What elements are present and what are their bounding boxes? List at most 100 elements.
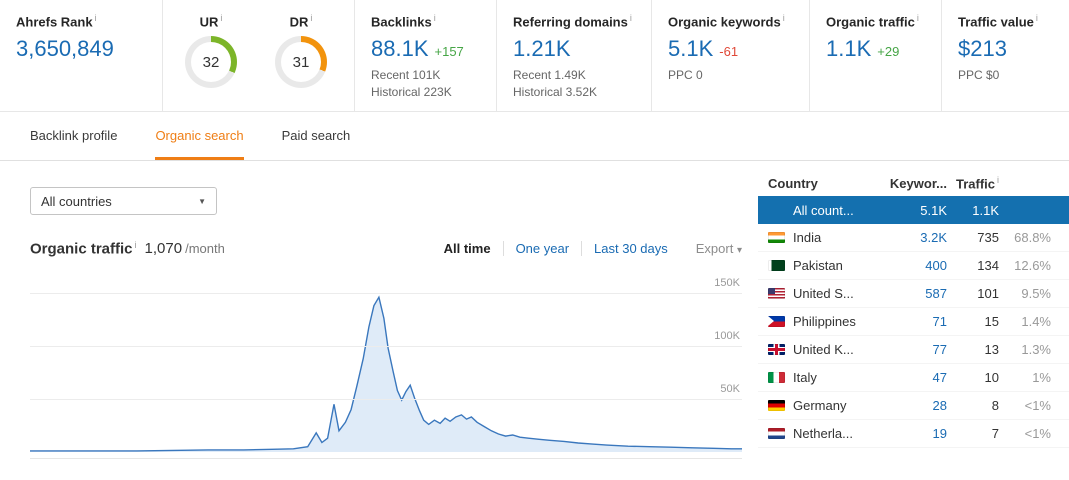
chart-title: Organic traffic — [30, 240, 133, 258]
header-country-label: Country — [768, 175, 818, 191]
metric-label: Organic keywords i — [668, 13, 793, 29]
country-cell: United K... — [768, 342, 885, 357]
table-row[interactable]: Netherla... 19 7 <1% — [758, 420, 1069, 448]
table-row[interactable]: Germany 28 8 <1% — [758, 392, 1069, 420]
country-name: Pakistan — [793, 258, 843, 273]
traffic-percent: 1% — [1032, 370, 1051, 385]
country-name: All count... — [793, 202, 854, 218]
country-name: India — [793, 230, 822, 245]
header-keywords[interactable]: Keywor... — [885, 176, 947, 191]
traffic-value: 101 — [977, 286, 999, 301]
keywords-value[interactable]: 77 — [932, 342, 947, 357]
traffic-value: 10 — [984, 370, 999, 385]
gridline — [30, 293, 742, 294]
info-icon: i — [1035, 13, 1038, 23]
traffic-value: 134 — [977, 258, 999, 273]
export-button[interactable]: Export ▾ — [696, 241, 742, 256]
traffic-percent: <1% — [1024, 426, 1051, 441]
metric-label: Ahrefs Rank i — [16, 13, 146, 29]
keywords-value: 5.1K — [920, 202, 947, 218]
dr-block: DR i 31 — [269, 13, 333, 111]
table-row[interactable]: United K... 77 13 1.3% — [758, 336, 1069, 364]
traffic-area — [30, 297, 742, 452]
info-icon: i — [997, 174, 999, 185]
organic-keywords-delta: -61 — [719, 44, 739, 60]
info-icon: i — [782, 13, 785, 23]
country-cell: Germany — [768, 398, 885, 413]
metric-referring-domains: Referring domains i 1.21K Recent 1.49K Hi… — [497, 0, 652, 111]
keywords-value[interactable]: 19 — [932, 426, 947, 441]
table-row[interactable]: Pakistan 400 134 12.6% — [758, 252, 1069, 280]
y-axis-tick-label: 150K — [714, 277, 740, 289]
info-icon: i — [433, 13, 436, 23]
traffic-percent: 12.6% — [1014, 258, 1051, 273]
backlinks-recent: Recent 101K — [371, 68, 441, 83]
metric-organic-traffic: Organic traffic i 1.1K +29 — [810, 0, 942, 111]
metric-label: Organic traffic i — [826, 13, 925, 29]
range-one-year[interactable]: One year — [502, 241, 581, 257]
traffic-value: 7 — [991, 426, 999, 441]
info-icon: i — [220, 13, 223, 23]
keywords-value[interactable]: 3.2K — [920, 230, 947, 245]
de-flag-icon — [768, 400, 785, 411]
table-row[interactable]: Italy 47 10 1% — [758, 364, 1069, 392]
metric-label-text: DR — [289, 14, 309, 30]
keywords-value[interactable]: 47 — [932, 370, 947, 385]
keywords-value[interactable]: 28 — [932, 398, 947, 413]
country-name: Germany — [793, 398, 847, 413]
metric-ahrefs-rank: Ahrefs Rank i 3,650,849 — [0, 0, 163, 111]
ur-donut-gauge: 32 — [185, 36, 237, 89]
metric-label: Traffic value i — [958, 13, 1053, 29]
header-traffic-label: Traffic — [955, 176, 995, 192]
table-row[interactable]: India 3.2K 735 68.8% — [758, 224, 1069, 252]
gridline — [30, 399, 742, 400]
traffic-value: 15 — [984, 314, 999, 329]
backlinks-historical: Historical 223K — [371, 85, 452, 100]
traffic-line — [30, 295, 742, 452]
metric-label: DR i — [290, 13, 313, 29]
table-row[interactable]: United S... 587 101 9.5% — [758, 280, 1069, 308]
country-cell: Philippines — [768, 314, 885, 329]
keywords-value[interactable]: 587 — [925, 286, 947, 301]
chart-value-unit: /month — [185, 241, 225, 257]
traffic-percent: 9.5% — [1021, 286, 1051, 301]
traffic-value-ppc: PPC $0 — [958, 68, 1000, 83]
tab-paid-search[interactable]: Paid search — [281, 127, 351, 143]
info-icon: i — [310, 13, 313, 23]
info-icon: i — [94, 13, 97, 23]
country-filter-dropdown[interactable]: All countries ▼ — [30, 187, 217, 215]
traffic-value: 13 — [984, 342, 999, 357]
gb-flag-icon — [768, 344, 785, 355]
export-label: Export — [695, 241, 734, 257]
organic-traffic-value[interactable]: 1.1K — [826, 36, 872, 62]
in-flag-icon — [768, 232, 785, 243]
nl-flag-icon — [768, 428, 785, 439]
info-icon: i — [629, 13, 632, 23]
header-country[interactable]: Country — [768, 176, 885, 191]
tab-backlink-profile[interactable]: Backlink profile — [30, 127, 118, 143]
traffic-value-value[interactable]: $213 — [958, 36, 1007, 62]
country-name: Philippines — [793, 314, 856, 329]
organic-keywords-value[interactable]: 5.1K — [668, 36, 714, 62]
country-name: Netherla... — [793, 426, 853, 441]
dr-donut-gauge: 31 — [275, 36, 327, 89]
country-filter-value: All countries — [41, 193, 112, 209]
metric-label: UR i — [200, 13, 223, 29]
referring-domains-value[interactable]: 1.21K — [513, 36, 571, 62]
traffic-percent: 68.8% — [1014, 230, 1051, 245]
metric-backlinks: Backlinks i 88.1K +157 Recent 101K Histori… — [355, 0, 497, 111]
tab-organic-search[interactable]: Organic search — [155, 113, 244, 160]
keywords-value[interactable]: 400 — [925, 258, 947, 273]
range-last-30-days[interactable]: Last 30 days — [581, 241, 680, 257]
organic-traffic-delta: +29 — [877, 44, 900, 60]
organic-traffic-chart[interactable]: 150K 100K 50K — [30, 272, 742, 459]
table-row[interactable]: Philippines 71 15 1.4% — [758, 308, 1069, 336]
chevron-down-icon: ▼ — [198, 196, 206, 206]
ahrefs-rank-value[interactable]: 3,650,849 — [16, 36, 114, 62]
range-all-time[interactable]: All time — [443, 241, 491, 257]
keywords-value[interactable]: 71 — [932, 314, 947, 329]
table-row-all-countries[interactable]: All count... 5.1K 1.1K — [758, 196, 1069, 224]
metric-label-text: Traffic value — [958, 14, 1034, 30]
backlinks-value[interactable]: 88.1K — [371, 36, 429, 62]
header-traffic[interactable]: Traffic i — [947, 175, 999, 191]
